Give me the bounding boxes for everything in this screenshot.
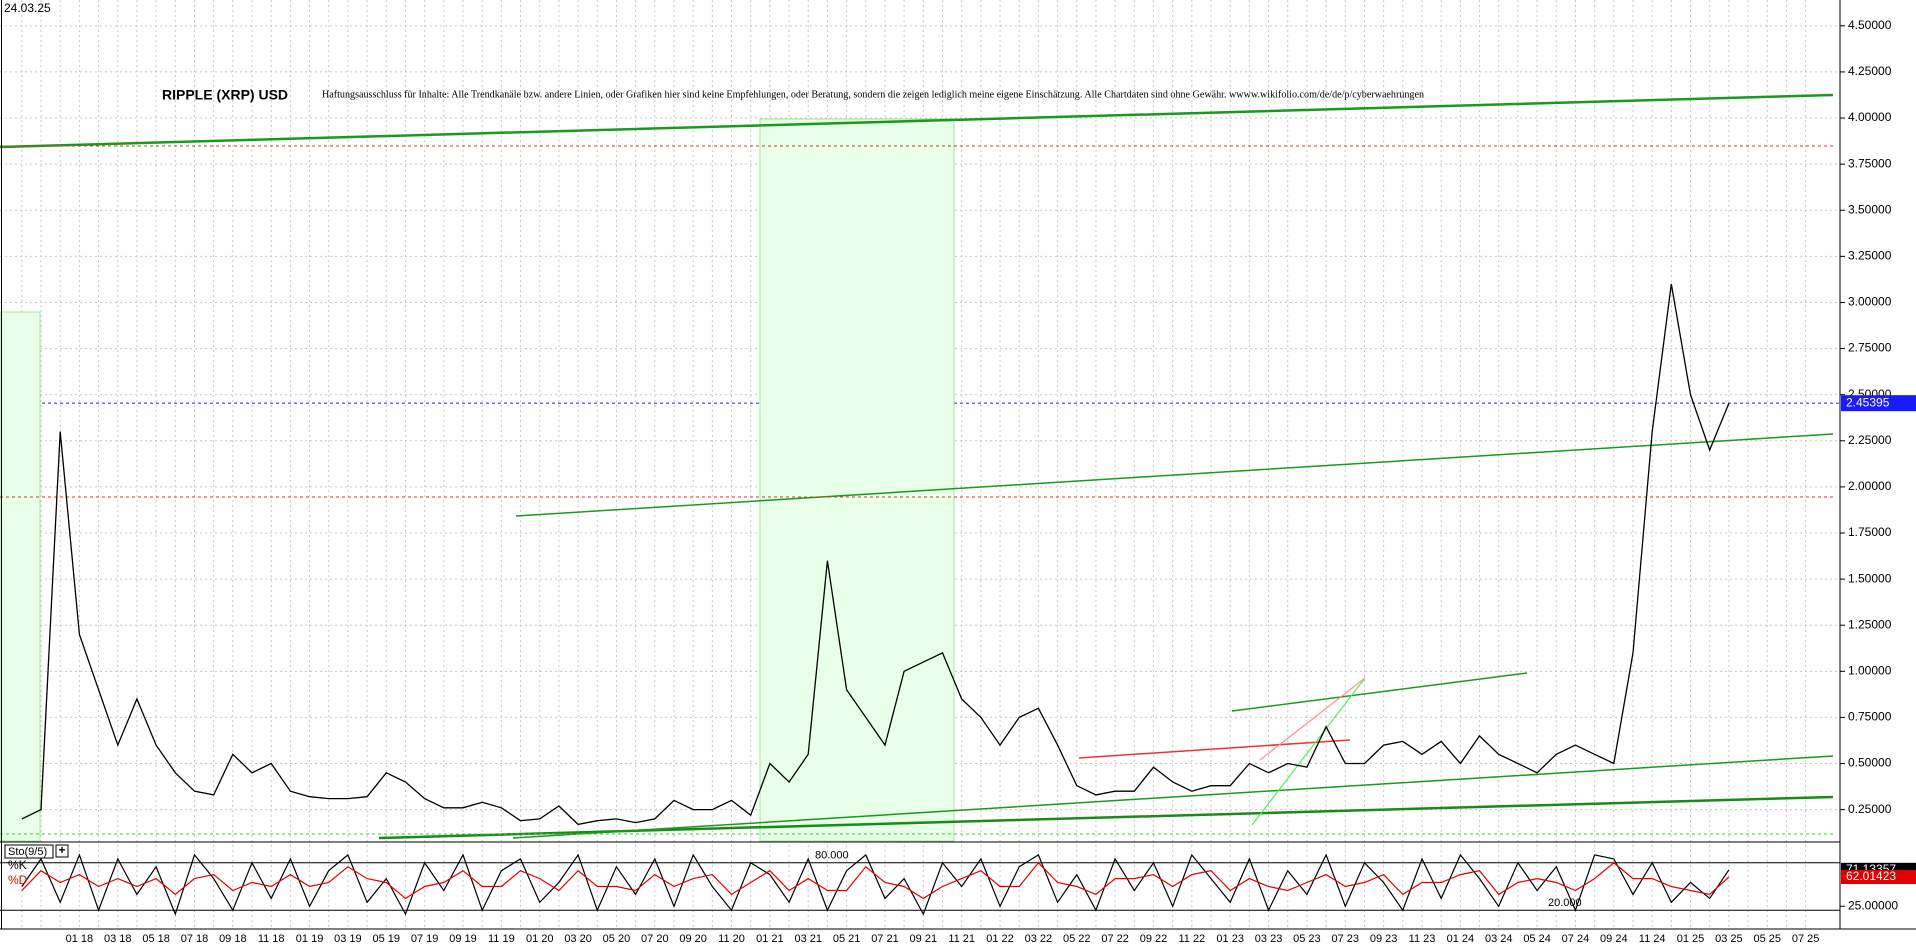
x-tick-label: 05 25 [1753,933,1781,945]
highlight-zone [759,118,955,842]
x-tick-label: 05 22 [1063,933,1091,945]
x-tick-label: 07 20 [641,933,669,945]
x-tick-label: 11 20 [718,933,745,945]
data-line [21,853,1730,916]
y-tick-label: 4.25000 [1848,64,1892,78]
trend-line [512,755,1834,839]
current-price-box [1841,395,1916,412]
x-tick-label: 05 18 [142,933,170,945]
y-tick-label: 0.25000 [1848,802,1892,816]
y-tick-label: 1.25000 [1848,617,1892,631]
x-tick-label: 01 22 [986,933,1014,945]
x-tick-label: 01 24 [1447,933,1475,945]
y-tick-label: 4.50000 [1848,18,1892,32]
trend-line [1251,677,1366,826]
indicator-button[interactable] [55,844,69,858]
x-tick-label: 11 19 [488,933,515,945]
trend-line [1231,672,1528,712]
x-tick-label: 01 21 [756,933,784,945]
trend-line [515,433,1834,517]
x-tick-label: 03 23 [1255,933,1283,945]
y-tick-label: 25.00000 [1848,898,1898,912]
data-line [21,283,1730,826]
x-tick-label: 01 25 [1677,933,1705,945]
x-tick-label: 07 24 [1562,933,1590,945]
y-tick-label: 1.50000 [1848,571,1892,585]
disclaimer: Haftungsausschluss für Inhalte: Alle Tre… [322,89,1424,100]
y-tick-label: 2.75000 [1848,341,1892,355]
x-tick-label: 01 19 [296,933,324,945]
indicator-value-label: 62.01423 [1846,869,1896,883]
x-tick-label: 11 21 [948,933,975,945]
x-tick-label: 05 20 [603,933,631,945]
trend-line [1078,739,1351,759]
y-tick-label: 3.75000 [1848,156,1892,170]
chart-title: RIPPLE (XRP) USD [162,87,288,103]
y-tick-label: 2.00000 [1848,479,1892,493]
current-price-label: 2.45395 [1846,395,1890,409]
y-tick-label: 1.00000 [1848,663,1892,677]
plot [21,283,1730,916]
x-tick-label: 01 18 [66,933,94,945]
indicator-box [4,844,54,859]
x-tick-label: 03 18 [104,933,132,945]
x-tick-label: 05 24 [1523,933,1551,945]
y-tick-label: 0.75000 [1848,710,1892,724]
x-tick-label: 05 21 [833,933,861,945]
x-tick-label: 07 18 [181,933,209,945]
x-tick-label: 09 23 [1370,933,1398,945]
level-label: 20.000 [1548,897,1582,909]
x-tick-label: 03 19 [334,933,362,945]
x-tick-label: 07 23 [1332,933,1360,945]
x-tick-label: 07 25 [1792,933,1820,945]
y-tick-label: 2.25000 [1848,433,1892,447]
x-tick-label: 09 24 [1600,933,1628,945]
trend-line [1259,677,1366,761]
x-tick-label: 01 20 [526,933,554,945]
x-tick-label: 03 22 [1025,933,1053,945]
x-tick-label: 09 18 [219,933,247,945]
x-tick-label: 03 21 [794,933,822,945]
y-tick-label: 0.50000 [1848,756,1892,770]
x-tick-label: 09 22 [1140,933,1168,945]
y-tick-label: 1.75000 [1848,525,1892,539]
highlight-zone [0,311,41,842]
x-tick-label: 07 19 [411,933,439,945]
level-label: 80.000 [815,850,849,862]
x-tick-label: 11 23 [1409,933,1436,945]
x-tick-label: 09 19 [449,933,477,945]
x-tick-label: 03 24 [1485,933,1513,945]
x-tick-label: 09 21 [910,933,938,945]
y-tick-label: 3.25000 [1848,249,1892,263]
indicator-value-box [1841,870,1916,885]
indicator-title: Sto(9/5) [8,846,47,858]
x-tick-label: 03 20 [564,933,592,945]
x-tick-label: 01 23 [1216,933,1244,945]
x-tick-label: 05 23 [1293,933,1321,945]
x-tick-label: 09 20 [679,933,707,945]
x-tick-label: 11 24 [1639,933,1666,945]
y-tick-label: 4.00000 [1848,110,1892,124]
x-tick-label: 03 25 [1715,933,1743,945]
x-tick-label: 05 19 [373,933,401,945]
y-tick-label: 3.50000 [1848,202,1892,216]
legend-entry: %K [8,858,27,872]
indicator-button-icon[interactable]: + [58,843,65,857]
legend-entry: %D [8,873,28,887]
y-tick-label: 3.00000 [1848,295,1892,309]
data-line [21,861,1730,900]
date-label: 24.03.25 [4,1,51,15]
x-tick-label: 07 21 [871,933,899,945]
x-tick-label: 07 22 [1101,933,1129,945]
x-tick-label: 11 22 [1178,933,1205,945]
x-tick-label: 11 18 [258,933,285,945]
trend-line [0,93,1834,149]
